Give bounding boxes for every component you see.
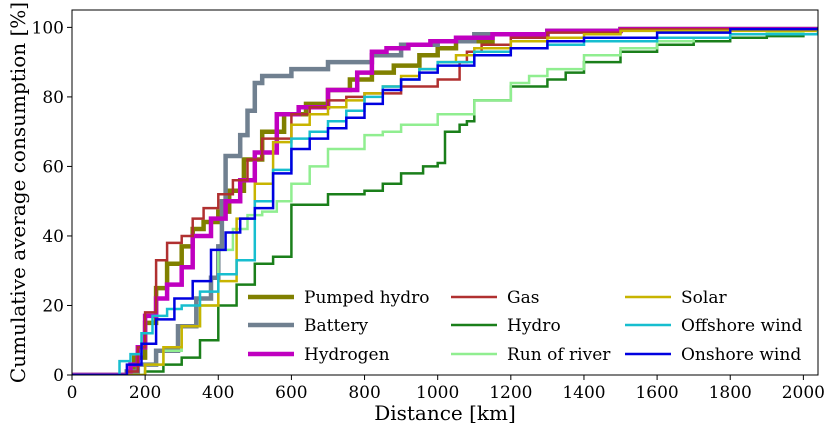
series-line-solar (72, 27, 818, 375)
y-tick-label: 80 (42, 88, 64, 108)
legend-label: Gas (507, 288, 539, 308)
x-tick-label: 800 (348, 383, 380, 403)
y-tick-label: 40 (42, 227, 64, 247)
legend-label: Offshore wind (681, 316, 802, 336)
legend-label: Hydrogen (304, 345, 390, 365)
x-axis-title: Distance [km] (374, 401, 516, 425)
x-tick-label: 1200 (489, 383, 532, 403)
series-line-hydro (72, 33, 818, 375)
legend-label: Hydro (507, 316, 561, 336)
x-axis: 0 200 400 600 800 1000 1200 1400 1600 1800 2000 (67, 375, 825, 403)
y-axis-title: Cumulative average consumption [%] (6, 2, 30, 383)
legend: Pumped hydro Battery Hydrogen Gas Hydro Run o… (248, 288, 802, 365)
x-tick-label: 1600 (635, 383, 678, 403)
x-tick-label: 2000 (782, 383, 825, 403)
x-tick-label: 1400 (562, 383, 605, 403)
x-tick-label: 600 (275, 383, 307, 403)
plot-frame (71, 9, 819, 376)
x-tick-label: 200 (129, 383, 161, 403)
y-tick-label: 100 (32, 18, 64, 38)
series-layer (72, 26, 818, 375)
y-axis: 0 20 40 60 80 100 (32, 18, 72, 386)
legend-label: Pumped hydro (304, 288, 430, 308)
y-tick-label: 60 (42, 157, 64, 177)
x-tick-label: 400 (202, 383, 234, 403)
x-tick-label: 1800 (709, 383, 752, 403)
legend-label: Run of river (507, 345, 611, 365)
legend-label: Battery (304, 316, 368, 336)
y-tick-label: 20 (42, 296, 64, 316)
x-tick-label: 1000 (416, 383, 459, 403)
legend-label: Solar (681, 288, 727, 308)
x-tick-label: 0 (67, 383, 78, 403)
legend-label: Onshore wind (681, 345, 801, 365)
y-tick-label: 0 (53, 366, 64, 386)
series-line-onshore-wind (72, 27, 818, 375)
